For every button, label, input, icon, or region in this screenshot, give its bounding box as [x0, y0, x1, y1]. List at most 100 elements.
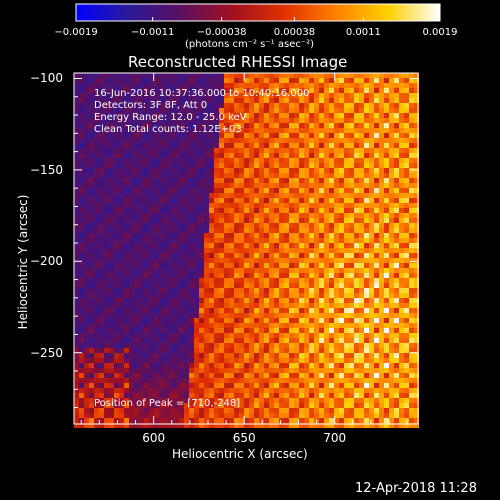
- heatmap-cell: [274, 143, 279, 148]
- heatmap-cell: [84, 213, 89, 218]
- heatmap-cell: [259, 88, 264, 93]
- heatmap-cell: [249, 328, 254, 333]
- heatmap-cell: [214, 338, 219, 343]
- heatmap-cell: [304, 73, 309, 78]
- heatmap-cell: [249, 198, 254, 203]
- heatmap-cell: [179, 98, 184, 103]
- heatmap-cell: [264, 223, 269, 228]
- heatmap-cell: [89, 353, 94, 358]
- heatmap-cell: [129, 73, 134, 78]
- heatmap-cell: [364, 293, 369, 298]
- heatmap-cell: [104, 393, 109, 398]
- heatmap-cell: [254, 398, 259, 403]
- heatmap-cell: [184, 168, 189, 173]
- heatmap-cell: [74, 393, 79, 398]
- heatmap-cell: [299, 408, 304, 413]
- heatmap-cell: [369, 388, 374, 393]
- heatmap-cell: [169, 108, 174, 113]
- heatmap-cell: [204, 158, 209, 163]
- heatmap-cell: [364, 403, 369, 408]
- heatmap-cell: [364, 398, 369, 403]
- heatmap-cell: [414, 418, 419, 423]
- heatmap-cell: [329, 143, 334, 148]
- heatmap-cell: [394, 273, 399, 278]
- heatmap-cell: [384, 408, 389, 413]
- heatmap-cell: [369, 413, 374, 418]
- heatmap-cell: [319, 203, 324, 208]
- heatmap-cell: [244, 223, 249, 228]
- heatmap-cell: [109, 408, 114, 413]
- heatmap-cell: [159, 213, 164, 218]
- heatmap-cell: [209, 373, 214, 378]
- heatmap-cell: [139, 303, 144, 308]
- heatmap-cell: [84, 323, 89, 328]
- heatmap-cell: [379, 128, 384, 133]
- heatmap-cell: [209, 193, 214, 198]
- heatmap-cell: [409, 358, 414, 363]
- heatmap-cell: [379, 338, 384, 343]
- heatmap-cell: [159, 413, 164, 418]
- heatmap-cell: [374, 338, 379, 343]
- heatmap-cell: [364, 138, 369, 143]
- heatmap-cell: [364, 208, 369, 213]
- heatmap-cell: [74, 418, 79, 423]
- heatmap-cell: [164, 158, 169, 163]
- heatmap-cell: [334, 423, 339, 428]
- heatmap-cell: [289, 293, 294, 298]
- heatmap-cell: [324, 413, 329, 418]
- heatmap-cell: [289, 118, 294, 123]
- heatmap-cell: [199, 398, 204, 403]
- heatmap-cell: [324, 138, 329, 143]
- heatmap-cell: [249, 148, 254, 153]
- heatmap-cell: [269, 253, 274, 258]
- heatmap-cell: [324, 343, 329, 348]
- heatmap-cell: [319, 188, 324, 193]
- heatmap-cell: [99, 103, 104, 108]
- heatmap-cell: [114, 248, 119, 253]
- heatmap-cell: [144, 233, 149, 238]
- heatmap-cell: [214, 378, 219, 383]
- heatmap-cell: [249, 308, 254, 313]
- heatmap-cell: [299, 143, 304, 148]
- heatmap-cell: [159, 288, 164, 293]
- heatmap-cell: [139, 268, 144, 273]
- heatmap-cell: [159, 268, 164, 273]
- heatmap-cell: [169, 383, 174, 388]
- heatmap-cell: [234, 343, 239, 348]
- heatmap-cell: [374, 423, 379, 428]
- heatmap-cell: [249, 283, 254, 288]
- heatmap-cell: [284, 208, 289, 213]
- heatmap-cell: [199, 83, 204, 88]
- heatmap-cell: [339, 173, 344, 178]
- heatmap-cell: [204, 163, 209, 168]
- heatmap-cell: [334, 293, 339, 298]
- heatmap-cell: [269, 413, 274, 418]
- heatmap-cell: [79, 223, 84, 228]
- heatmap-cell: [399, 413, 404, 418]
- heatmap-cell: [304, 238, 309, 243]
- heatmap-cell: [149, 258, 154, 263]
- heatmap-cell: [344, 378, 349, 383]
- heatmap-cell: [184, 138, 189, 143]
- heatmap-cell: [389, 123, 394, 128]
- heatmap-cell: [74, 193, 79, 198]
- heatmap-cell: [379, 413, 384, 418]
- heatmap-cell: [269, 363, 274, 368]
- heatmap-cell: [339, 163, 344, 168]
- heatmap-cell: [399, 348, 404, 353]
- heatmap-cell: [219, 228, 224, 233]
- heatmap-cell: [244, 103, 249, 108]
- heatmap-cell: [339, 348, 344, 353]
- heatmap-cell: [319, 373, 324, 378]
- heatmap-cell: [79, 198, 84, 203]
- heatmap-cell: [329, 158, 334, 163]
- heatmap-cell: [329, 308, 334, 313]
- heatmap-cell: [169, 83, 174, 88]
- heatmap-cell: [334, 268, 339, 273]
- heatmap-cell: [409, 323, 414, 328]
- heatmap-cell: [239, 73, 244, 78]
- heatmap-cell: [89, 83, 94, 88]
- heatmap-cell: [219, 233, 224, 238]
- heatmap-cell: [159, 203, 164, 208]
- heatmap-cell: [229, 73, 234, 78]
